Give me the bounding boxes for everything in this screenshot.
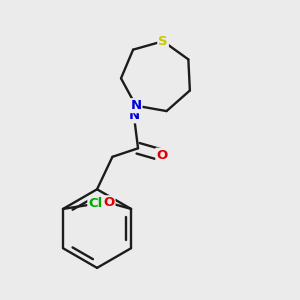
Text: O: O: [156, 148, 168, 162]
Text: Cl: Cl: [88, 197, 103, 210]
Text: N: N: [130, 99, 142, 112]
Text: S: S: [158, 35, 168, 48]
Text: O: O: [103, 196, 115, 209]
Text: N: N: [129, 109, 140, 122]
